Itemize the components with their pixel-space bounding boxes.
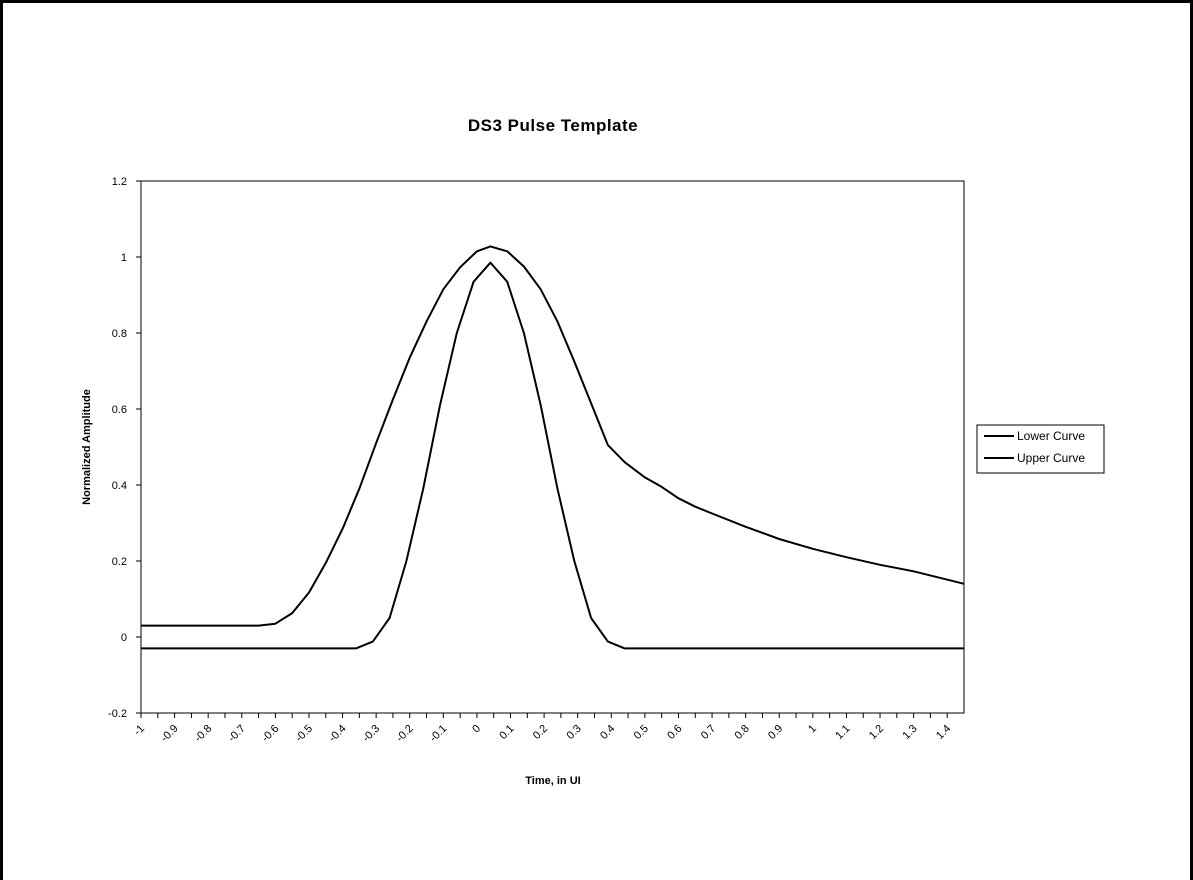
- legend-label: Upper Curve: [1017, 451, 1085, 465]
- x-tick-label: -0.3: [360, 723, 382, 745]
- y-tick-label: 1.2: [112, 176, 127, 188]
- x-tick-label: 0.5: [632, 723, 651, 742]
- x-axis: -1 -0.9 -0.8 -0.7 -0.6 -0.5 -0.4 -0.3 -0.2 -0.1 0 0…: [132, 713, 953, 745]
- x-tick-label: 1: [806, 723, 819, 736]
- y-axis: -0.2 0 0.2 0.4 0.6 0.8 1 1.2: [108, 176, 141, 720]
- y-tick-label: 1: [121, 252, 127, 264]
- plot-area: [140, 180, 965, 714]
- y-tick-label: 0.8: [112, 328, 127, 340]
- x-tick-label: -0.4: [327, 723, 349, 745]
- x-tick-label: -0.1: [428, 723, 450, 745]
- x-tick-label: 0.1: [497, 723, 516, 742]
- x-axis-title: Time, in UI: [525, 775, 580, 787]
- x-tick-label: 0.2: [531, 723, 550, 742]
- x-tick-label: -0.6: [260, 723, 282, 745]
- x-tick-label: -0.7: [226, 723, 248, 745]
- y-tick-label: 0.2: [112, 556, 127, 568]
- x-tick-label: -1: [132, 723, 147, 738]
- x-tick-label: -0.8: [192, 723, 214, 745]
- x-tick-label: -0.2: [394, 723, 416, 745]
- x-tick-label: 1.3: [900, 723, 919, 742]
- x-tick-label: 1.2: [867, 723, 886, 742]
- x-tick-label: 0: [470, 723, 483, 736]
- x-tick-label: -0.5: [293, 723, 315, 745]
- series-line-upper-curve: [141, 245, 965, 627]
- x-tick-label: 1.1: [833, 723, 852, 742]
- legend-label: Lower Curve: [1017, 429, 1085, 443]
- y-tick-label: 0.6: [112, 404, 127, 416]
- y-tick-label: 0: [121, 632, 127, 644]
- legend-box: [976, 424, 1105, 474]
- x-tick-label: -0.9: [159, 723, 181, 745]
- chart-title: DS3 Pulse Template: [468, 116, 638, 135]
- x-tick-label: 0.8: [732, 723, 751, 742]
- x-tick-label: 0.6: [665, 723, 684, 742]
- series-layer: [141, 245, 965, 650]
- y-tick-label: -0.2: [108, 708, 127, 720]
- x-tick-label: 0.4: [598, 723, 617, 742]
- x-tick-label: 0.9: [766, 723, 785, 742]
- series-line-lower-curve: [141, 261, 964, 650]
- x-tick-label: 0.3: [565, 723, 584, 742]
- x-tick-label: 1.4: [934, 723, 953, 742]
- x-tick-label: 0.7: [699, 723, 718, 742]
- legend: Lower Curve Upper Curve: [976, 424, 1105, 474]
- y-tick-label: 0.4: [112, 480, 127, 492]
- y-axis-title: Normalized Amplitude: [81, 389, 93, 505]
